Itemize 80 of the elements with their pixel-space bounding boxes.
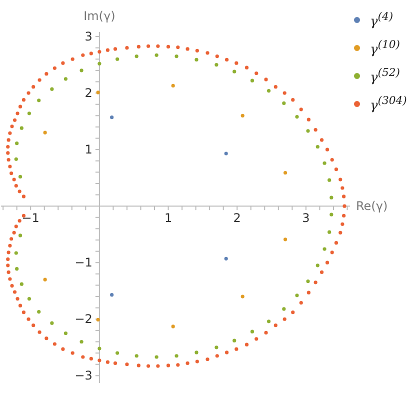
point	[214, 62, 218, 67]
point	[37, 98, 41, 102]
point	[43, 130, 47, 134]
point	[224, 152, 228, 156]
point	[283, 238, 288, 242]
point	[322, 161, 326, 165]
point	[282, 307, 286, 311]
legend-label: γ$^{(304)}$	[370, 94, 407, 114]
point	[50, 87, 54, 91]
point	[98, 62, 102, 66]
point	[250, 78, 254, 82]
legend-label: γ$^{(4)}$	[370, 10, 394, 30]
point	[18, 174, 22, 178]
point	[80, 68, 84, 72]
point	[171, 84, 175, 88]
point	[250, 330, 254, 334]
point	[98, 346, 102, 350]
point	[15, 142, 19, 146]
legend-label: γ$^{(10)}$	[370, 38, 400, 58]
point	[171, 324, 175, 328]
point	[110, 293, 114, 297]
point	[134, 54, 138, 58]
point	[232, 338, 236, 342]
y-tick-label: −3	[74, 368, 92, 383]
point	[116, 351, 120, 355]
x-tick-label: 2	[233, 211, 241, 226]
point	[110, 116, 114, 120]
point	[174, 54, 178, 58]
y-tick-label: −1	[74, 256, 92, 270]
x-axis-title: Re(γ)	[356, 199, 388, 214]
point	[266, 320, 271, 324]
point	[20, 126, 24, 130]
y-axis-title: Im(γ)	[84, 9, 116, 23]
y-tick-label: −2	[74, 312, 92, 326]
y-tick-label: 3	[84, 30, 92, 44]
point	[14, 157, 18, 161]
x-tick-label: −1	[22, 211, 40, 226]
point	[18, 234, 22, 238]
point	[20, 282, 24, 286]
point	[194, 58, 198, 62]
point	[80, 340, 84, 344]
point	[306, 129, 310, 133]
point	[328, 230, 332, 234]
point	[116, 57, 120, 61]
point	[295, 294, 299, 298]
point	[214, 346, 218, 350]
point	[50, 321, 54, 325]
point	[295, 114, 299, 119]
point	[330, 212, 334, 216]
point	[27, 112, 32, 116]
point	[316, 264, 320, 268]
point	[174, 354, 178, 358]
point	[316, 144, 320, 149]
x-tick-label: 1	[164, 211, 172, 226]
point	[37, 310, 41, 314]
point	[154, 355, 158, 359]
point	[64, 77, 68, 81]
point	[154, 53, 158, 57]
y-tick-label: 2	[84, 86, 92, 100]
point	[194, 350, 198, 354]
x-tick-label: 3	[302, 211, 310, 226]
point	[134, 354, 138, 358]
point	[330, 196, 334, 200]
point	[224, 256, 228, 260]
point	[15, 267, 19, 271]
point	[328, 178, 332, 182]
point	[64, 331, 68, 336]
point	[27, 296, 32, 301]
legend-label: γ$^{(52)}$	[370, 66, 400, 86]
point	[232, 70, 236, 74]
point	[322, 247, 326, 251]
point	[240, 294, 244, 298]
point	[240, 114, 244, 118]
point	[282, 101, 286, 106]
point	[14, 251, 18, 255]
point	[43, 278, 47, 282]
y-tick-label: 1	[84, 142, 92, 157]
point	[283, 170, 288, 175]
point	[306, 279, 310, 284]
point	[266, 88, 271, 93]
